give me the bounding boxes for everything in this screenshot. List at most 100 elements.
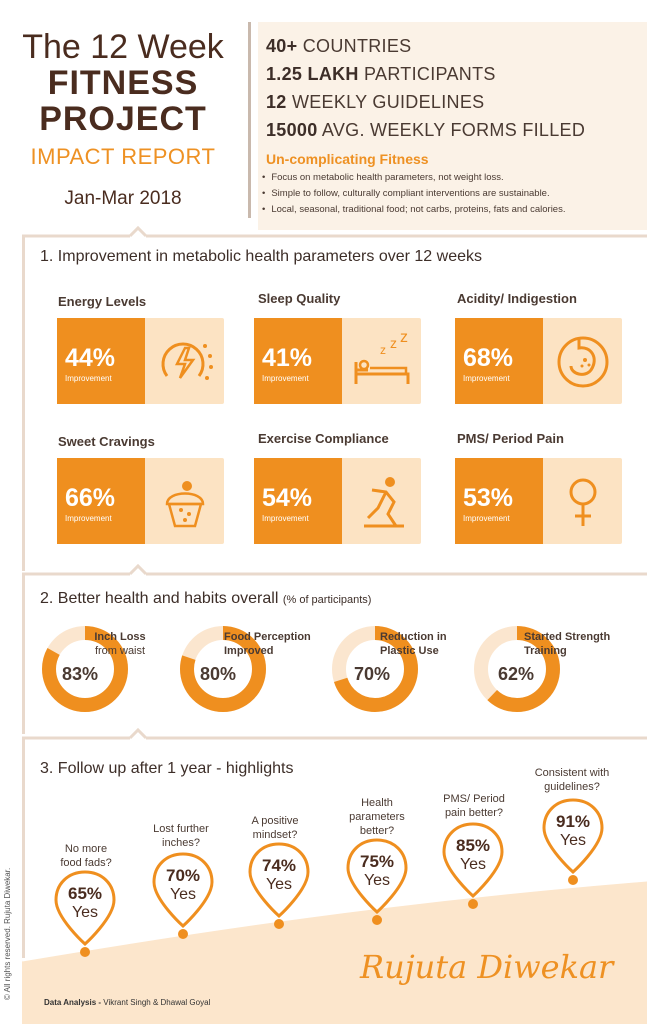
stomach-icon bbox=[557, 336, 609, 388]
credit: Data Analysis - Vikrant Singh & Dhawal G… bbox=[44, 998, 210, 1007]
card-value: 53% bbox=[463, 484, 514, 512]
sleep-icon: z z z bbox=[354, 332, 410, 384]
date-range: Jan-Mar 2018 bbox=[64, 188, 182, 209]
donut-label-line1: Food Perception bbox=[224, 631, 311, 643]
section1-title: 1. Improvement in metabolic health param… bbox=[40, 248, 482, 265]
donut-food-perception bbox=[180, 626, 266, 712]
bullet-1: Focus on metabolic health parameters, no… bbox=[262, 172, 503, 183]
donut-label-line2: Training bbox=[524, 645, 567, 657]
subtitle: IMPACT REPORT bbox=[30, 144, 216, 169]
card-label-acidity: Acidity/ Indigestion bbox=[457, 291, 577, 306]
pin-question: Consistent with guidelines? bbox=[534, 767, 610, 793]
card-sub: Improvement bbox=[463, 514, 510, 523]
card-percent-block bbox=[455, 318, 543, 404]
svg-text:z: z bbox=[380, 343, 386, 357]
stat-value: 15000 bbox=[266, 120, 318, 140]
stat-label: COUNTRIES bbox=[302, 36, 412, 56]
pin-value: 85% bbox=[455, 836, 491, 855]
cupcake-icon bbox=[165, 481, 205, 528]
card-value: 66% bbox=[65, 484, 116, 512]
card-label-exercise: Exercise Compliance bbox=[258, 431, 389, 446]
exercise-icon bbox=[364, 477, 404, 528]
pin-yes: Yes bbox=[363, 872, 391, 889]
pin-value: 74% bbox=[261, 856, 297, 875]
pin-yes: Yes bbox=[71, 904, 99, 921]
donut-label-line1: Started Strength bbox=[524, 631, 611, 643]
card-sub: Improvement bbox=[463, 374, 510, 383]
tagline: Un-complicating Fitness bbox=[266, 151, 429, 167]
pin-marker bbox=[248, 842, 310, 929]
section2-frame bbox=[22, 574, 25, 734]
pin-marker bbox=[542, 798, 604, 885]
pin-yes: Yes bbox=[265, 876, 293, 893]
bullet-3: Local, seasonal, traditional food; not c… bbox=[262, 204, 565, 215]
stat-value: 12 bbox=[266, 92, 287, 112]
card-value: 68% bbox=[463, 344, 514, 372]
section2-title-text: 2. Better health and habits overall bbox=[40, 590, 279, 607]
section-divider bbox=[22, 728, 647, 740]
card-percent-block bbox=[57, 318, 145, 404]
donut-plastic bbox=[332, 626, 418, 712]
title-line2: FITNESS bbox=[47, 64, 199, 102]
section-divider bbox=[22, 226, 647, 238]
card-sub: Improvement bbox=[65, 374, 112, 383]
stat-value: 1.25 LAKH bbox=[266, 64, 359, 84]
svg-text:z: z bbox=[390, 335, 397, 351]
card-value: 44% bbox=[65, 344, 116, 372]
copyright: © All rights reserved. Rujuta Diwekar. bbox=[3, 867, 12, 1000]
signature: Rujuta Diwekar bbox=[360, 948, 614, 986]
card-sleep: 41% Improvement z z z bbox=[254, 318, 421, 404]
donut-label: Inch Loss from waist bbox=[80, 630, 160, 658]
header-left bbox=[0, 0, 248, 232]
pin-yes: Yes bbox=[459, 856, 487, 873]
card-value: 54% bbox=[262, 484, 313, 512]
pin-question: A positive mindset? bbox=[251, 815, 299, 841]
pin-yes: Yes bbox=[169, 886, 197, 903]
card-sweet: 66% Improvement bbox=[57, 458, 224, 544]
credit-names: Vikrant Singh & Dhawal Goyal bbox=[103, 998, 211, 1007]
card-percent-block bbox=[254, 318, 342, 404]
stat-countries: 40+ COUNTRIES bbox=[266, 36, 411, 57]
pin-marker bbox=[346, 838, 408, 925]
pin-question: Lost further inches? bbox=[153, 823, 209, 849]
card-energy: 44% Improvement bbox=[57, 318, 224, 404]
card-percent-block bbox=[455, 458, 543, 544]
stat-label: PARTICIPANTS bbox=[364, 64, 496, 84]
donut-label-line2: Improved bbox=[224, 645, 274, 657]
card-label-sweet: Sweet Cravings bbox=[58, 434, 155, 449]
pin-marker bbox=[442, 822, 504, 909]
donut-label-line2: Plastic Use bbox=[380, 645, 439, 657]
card-label-energy: Energy Levels bbox=[58, 294, 147, 309]
pin-value: 75% bbox=[359, 852, 395, 871]
pin-yes: Yes bbox=[559, 832, 587, 849]
card-percent-block bbox=[254, 458, 342, 544]
stat-guidelines: 12 WEEKLY GUIDELINES bbox=[266, 92, 484, 113]
section1-frame bbox=[22, 236, 25, 571]
donut-label-line2: from waist bbox=[94, 645, 146, 657]
pin-question: No more food fads? bbox=[60, 843, 112, 869]
pin-marker bbox=[152, 852, 214, 939]
header-divider bbox=[248, 22, 251, 218]
card-sub: Improvement bbox=[262, 514, 309, 523]
stat-label: WEEKLY GUIDELINES bbox=[291, 92, 485, 112]
card-value: 41% bbox=[262, 344, 313, 372]
section2-title-note: (% of participants) bbox=[282, 594, 372, 606]
section-divider bbox=[22, 564, 647, 576]
pin-question: PMS/ Period pain better? bbox=[443, 793, 505, 819]
card-pms: 53% Improvement bbox=[455, 458, 622, 544]
card-sub: Improvement bbox=[65, 514, 112, 523]
stat-label: AVG. WEEKLY FORMS FILLED bbox=[321, 120, 586, 140]
title-line3: PROJECT bbox=[39, 100, 207, 138]
pin-value: 70% bbox=[165, 866, 201, 885]
stat-value: 40+ bbox=[266, 36, 298, 56]
card-exercise: 54% Improvement bbox=[254, 458, 421, 544]
hill-background bbox=[21, 878, 647, 1024]
pin-value: 65% bbox=[67, 884, 103, 903]
donut-value: 80% bbox=[200, 664, 237, 684]
donut-value: 62% bbox=[498, 664, 535, 684]
pin-question: Health parameters better? bbox=[349, 797, 405, 837]
donut-value: 83% bbox=[62, 664, 99, 684]
bullet-2: Simple to follow, culturally compliant i… bbox=[262, 188, 549, 199]
donut-label: Food Perception Improved bbox=[224, 630, 320, 658]
pin-value: 91% bbox=[555, 812, 591, 831]
